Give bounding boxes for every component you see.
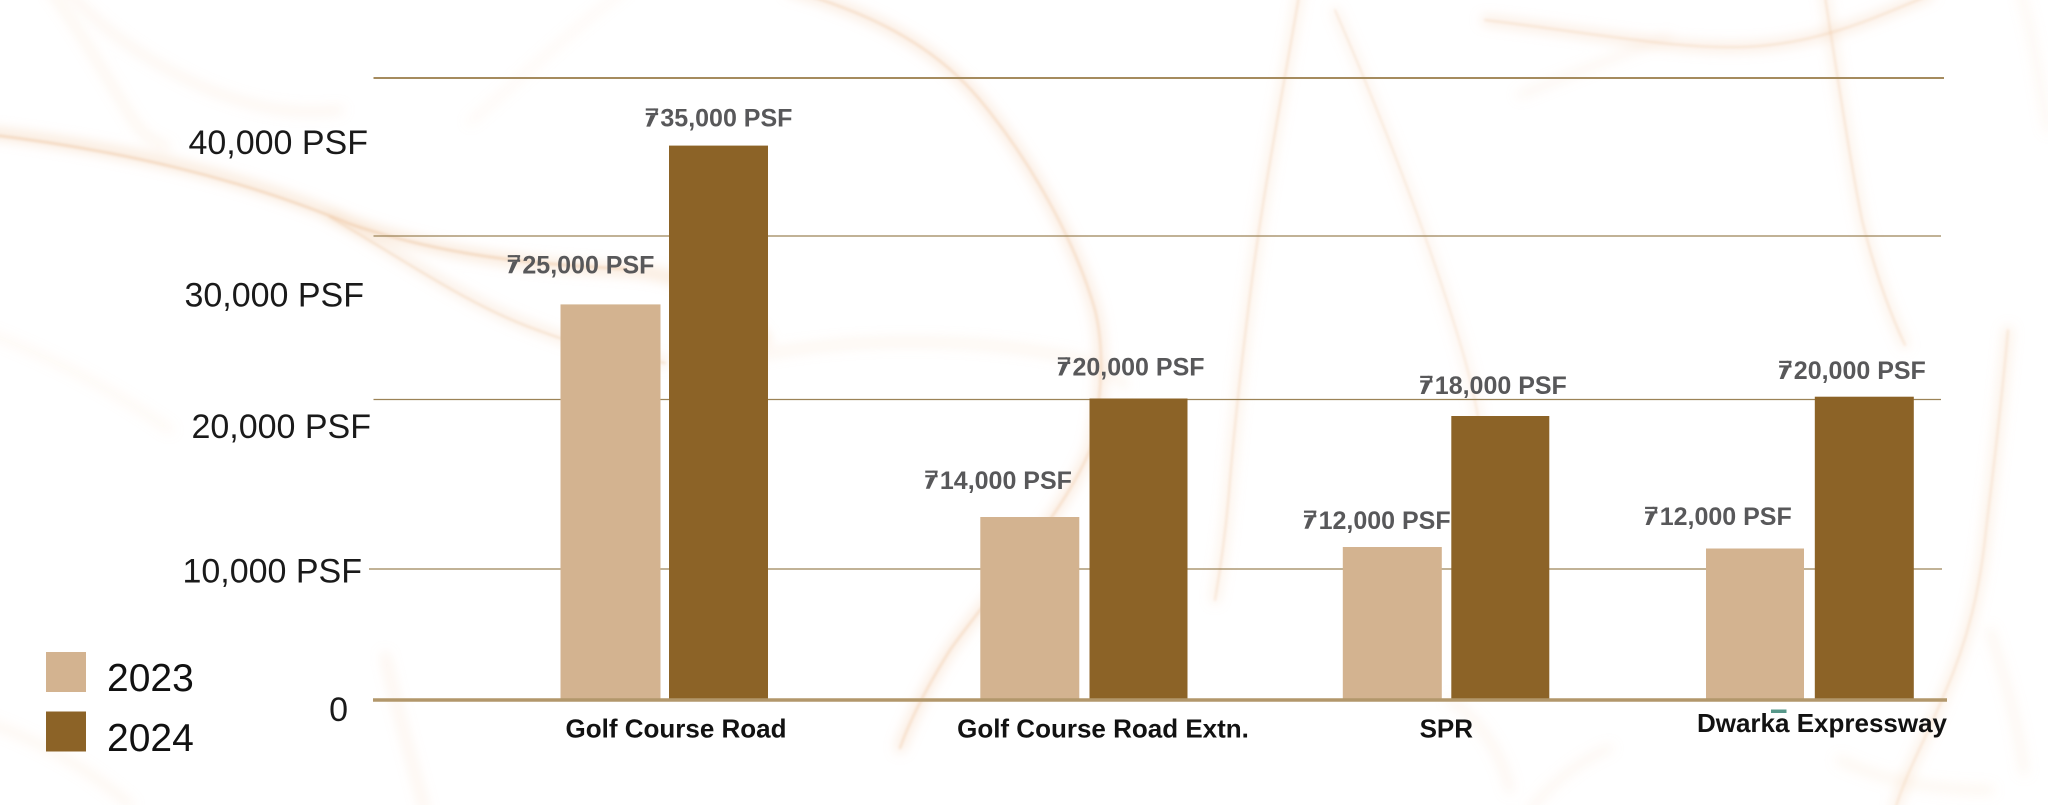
svg-text:25,000 PSF: 25,000 PSF xyxy=(522,251,654,279)
svg-text:Dwarka Expressway: Dwarka Expressway xyxy=(1697,708,1948,738)
svg-text:20,000 PSF: 20,000 PSF xyxy=(1073,354,1205,382)
svg-text:20,000 PSF: 20,000 PSF xyxy=(191,408,371,446)
svg-text:Golf Course Road: Golf Course Road xyxy=(565,714,786,744)
svg-text:Golf Course Road Extn.: Golf Course Road Extn. xyxy=(957,713,1249,743)
svg-text:12,000 PSF: 12,000 PSF xyxy=(1660,503,1792,531)
svg-text:14,000 PSF: 14,000 PSF xyxy=(940,467,1072,495)
svg-text:18,000 PSF: 18,000 PSF xyxy=(1435,372,1567,400)
svg-text:40,000 PSF: 40,000 PSF xyxy=(188,124,368,162)
svg-text:0: 0 xyxy=(329,691,348,729)
svg-text:2023: 2023 xyxy=(107,657,194,700)
svg-text:12,000 PSF: 12,000 PSF xyxy=(1319,507,1451,535)
svg-text:SPR: SPR xyxy=(1420,714,1474,744)
svg-text:35,000 PSF: 35,000 PSF xyxy=(660,105,792,133)
svg-text:30,000 PSF: 30,000 PSF xyxy=(184,276,364,314)
svg-text:20,000 PSF: 20,000 PSF xyxy=(1794,357,1926,385)
svg-text:2024: 2024 xyxy=(107,717,194,760)
svg-text:10,000 PSF: 10,000 PSF xyxy=(182,553,362,591)
